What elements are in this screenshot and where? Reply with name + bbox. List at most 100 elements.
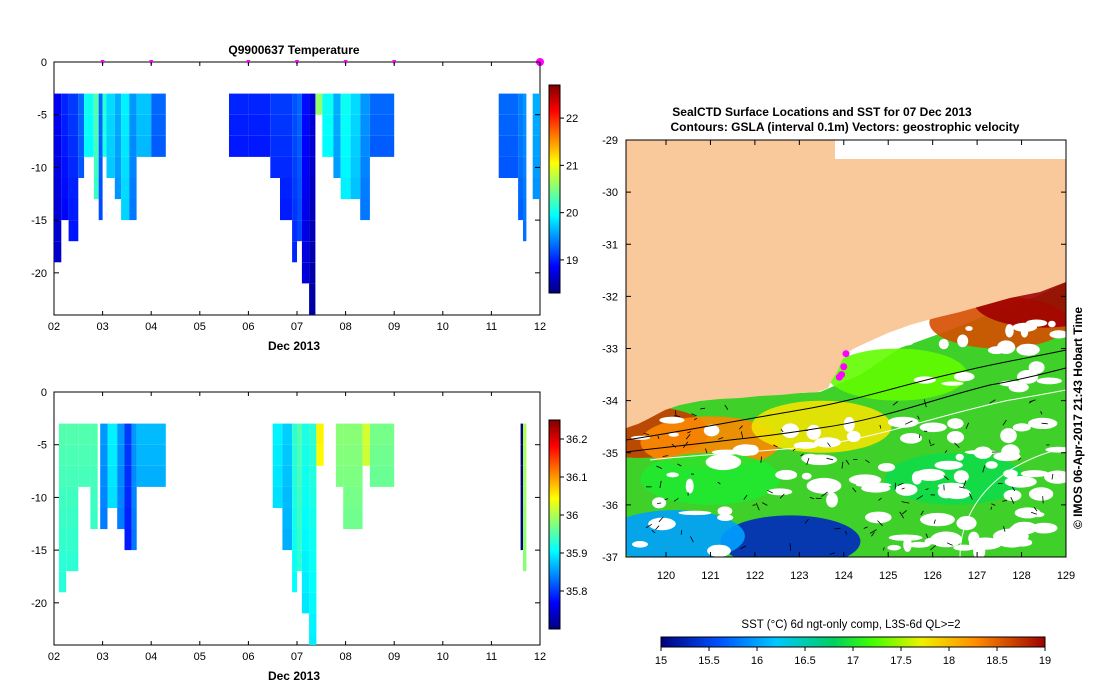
- temperature-profile-cell: [297, 93, 302, 115]
- temperature-profile-cell: [350, 93, 361, 115]
- salinity-profile-cell: [301, 529, 310, 551]
- lat-tick-label: -33: [602, 344, 618, 356]
- velocity-vector: [901, 487, 905, 490]
- temperature-profile-cell: [98, 178, 103, 200]
- salinity-profile-cell: [282, 508, 293, 530]
- cloud-gap: [943, 487, 971, 500]
- cloud-gap: [930, 531, 962, 548]
- temperature-profile-cell: [270, 93, 280, 115]
- velocity-vector: [821, 491, 828, 497]
- temperature-profile-cell: [532, 114, 540, 136]
- temperature-profile-cell: [292, 199, 297, 221]
- velocity-vector: [878, 497, 882, 501]
- salinity-x-tick-label: 09: [388, 651, 400, 663]
- temperature-profile-cell: [84, 93, 94, 115]
- cloud-gap: [809, 460, 818, 465]
- temperature-profile-cell: [61, 93, 69, 115]
- salinity-profile-cell: [136, 465, 166, 487]
- cloud-gap: [1036, 377, 1062, 385]
- salinity-profile-cell: [520, 423, 523, 445]
- salinity-profile-cell: [117, 486, 125, 508]
- sst-colorbar-tick-label: 17: [847, 655, 859, 667]
- velocity-vector: [1002, 419, 1007, 426]
- velocity-vector: [1003, 525, 1006, 532]
- lon-tick-label: 128: [1012, 570, 1030, 582]
- temperature-colorbar-tick-label: 20: [566, 208, 578, 220]
- cloud-gap: [993, 451, 1021, 462]
- temperature-profile-cell: [121, 114, 130, 136]
- cloud-gap: [964, 450, 999, 455]
- temperature-profile-cell: [129, 135, 137, 157]
- cloud-gap: [1025, 319, 1048, 327]
- temperature-profile-cell: [93, 135, 99, 157]
- temperature-profile-cell: [54, 93, 62, 115]
- salinity-profile-cell: [297, 508, 302, 530]
- velocity-vector: [658, 516, 664, 523]
- sst-colorbar-tick-label: 18: [943, 655, 955, 667]
- cloud-gap: [922, 516, 948, 522]
- map-axes: -29 -30 -31 -32 -33 -34 -35 -36 -37 120 121 122 123 1…: [602, 135, 1075, 582]
- temperature-y-tick-label: -15: [31, 215, 47, 227]
- salinity-profile-cell: [90, 486, 98, 508]
- temperature-profile-cell: [121, 178, 130, 200]
- velocity-vector: [767, 489, 773, 494]
- velocity-vector: [789, 543, 791, 551]
- velocity-vector: [869, 529, 877, 534]
- temperature-profile-cell: [523, 93, 527, 115]
- lon-tick-label: 129: [1057, 570, 1075, 582]
- temperature-profile-cell: [301, 178, 310, 200]
- salinity-profile-cell: [282, 444, 293, 466]
- cloud-gap: [919, 422, 947, 433]
- salinity-profile-cell: [309, 465, 317, 487]
- sst-colorbar-tick-label: 18.5: [986, 655, 1007, 667]
- salinity-profile-cell: [301, 550, 310, 572]
- temperature-profile-cell: [54, 114, 62, 136]
- temperature-profile-cell: [93, 114, 99, 136]
- temperature-profile-cell: [518, 93, 523, 115]
- velocity-vector: [844, 530, 848, 535]
- salinity-profile-cell: [58, 571, 67, 593]
- temperature-profile-cell: [98, 156, 103, 178]
- temperature-profile-cell: [322, 114, 334, 136]
- velocity-vector: [1030, 511, 1038, 515]
- cloud-gap: [775, 469, 798, 480]
- cloud-gap: [666, 472, 679, 478]
- velocity-vector: [657, 502, 662, 504]
- salinity-x-tick-label: 02: [48, 651, 60, 663]
- cloud-gap: [1008, 524, 1027, 538]
- sst-zone: [720, 515, 861, 557]
- temperature-profile-cell: [360, 199, 370, 221]
- temperature-profile-cell: [61, 156, 69, 178]
- temperature-profile-cell: [369, 114, 395, 136]
- temperature-profile-cell: [121, 135, 130, 157]
- temperature-profile-cell: [129, 199, 137, 221]
- cloud-gap: [1045, 446, 1066, 453]
- temperature-profile-cell: [297, 178, 302, 200]
- velocity-vector: [718, 437, 724, 440]
- temperature-profile-cell: [340, 114, 351, 136]
- salinity-profile-cell: [523, 444, 527, 466]
- temperature-profile-cell: [301, 114, 310, 136]
- salinity-profile-cell: [343, 486, 363, 508]
- salinity-colorbar-tick-label: 35.9: [566, 548, 587, 560]
- salinity-xlabel: Dec 2013: [268, 669, 320, 683]
- sst-colorbar-tick-label: 16: [751, 655, 763, 667]
- salinity-profile-cell: [58, 465, 67, 487]
- salinity-profile-cell: [124, 529, 132, 551]
- sst-colorbar-tick-label: 15.5: [698, 655, 719, 667]
- map-area: [626, 140, 1066, 557]
- salinity-profile-cell: [292, 423, 297, 445]
- cloud-gap: [846, 430, 861, 443]
- velocity-vector: [1051, 473, 1054, 480]
- lat-tick-label: -29: [602, 135, 618, 147]
- salinity-profile-cell: [66, 465, 79, 487]
- temperature-profile-cell: [270, 114, 280, 136]
- temperature-profile-cell: [301, 241, 310, 263]
- temperature-profile-cell: [340, 156, 351, 178]
- temperature-profile-cell: [129, 93, 137, 115]
- velocity-vector: [923, 399, 927, 408]
- salinity-profile-cell: [100, 486, 108, 508]
- temperature-profile-cell: [68, 220, 79, 242]
- velocity-vector: [657, 435, 660, 440]
